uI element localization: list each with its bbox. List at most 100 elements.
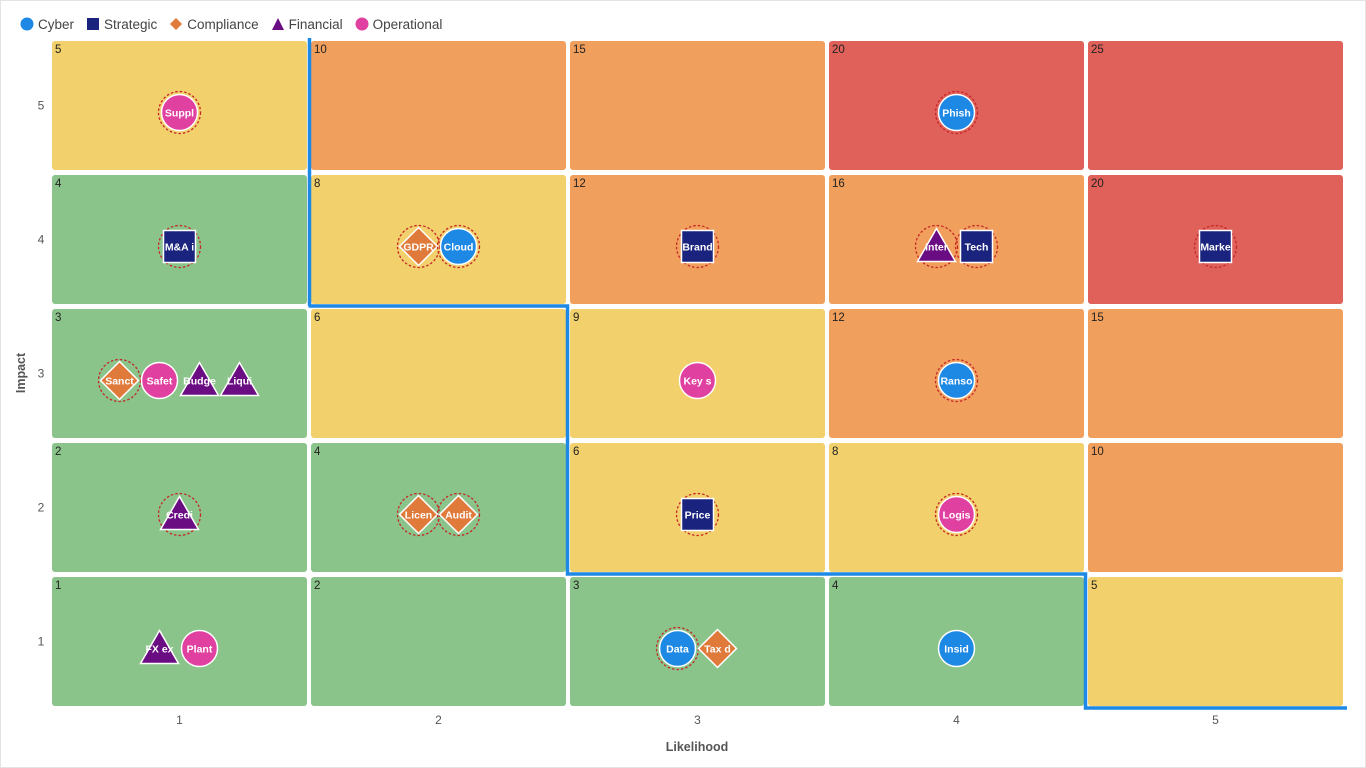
attention-ring <box>157 224 202 269</box>
heatmap-cell <box>1088 41 1343 170</box>
operational-circle-marker <box>140 361 179 400</box>
legend-label: Cyber <box>38 16 75 32</box>
attention-ring <box>954 224 999 269</box>
risk-label: Tax d <box>704 644 731 656</box>
cell-score: 20 <box>832 44 845 56</box>
y-tick-label: 1 <box>38 635 45 649</box>
y-tick-label: 2 <box>38 501 45 515</box>
cell-score: 3 <box>55 312 61 324</box>
risk-label: Data <box>666 644 689 656</box>
risk-marker-sanct[interactable]: Sanct <box>97 358 142 403</box>
risk-marker-fx-ex[interactable]: FX ex <box>139 628 180 665</box>
risk-label: Key s <box>683 376 711 388</box>
risk-marker-suppl[interactable]: Suppl <box>157 90 202 135</box>
operational-circle-marker <box>160 93 199 132</box>
attention-ring <box>157 90 202 135</box>
risk-label: Price <box>685 510 711 522</box>
compliance-diamond-marker <box>99 360 140 401</box>
risk-marker-plant[interactable]: Plant <box>180 629 219 668</box>
financial-triangle-marker <box>159 494 200 531</box>
legend-item-strategic[interactable]: Strategic <box>86 17 157 32</box>
risk-marker-audit[interactable]: Audit <box>436 492 481 537</box>
risk-marker-budge[interactable]: Budge <box>179 360 220 397</box>
x-tick-label: 4 <box>953 713 960 727</box>
risk-marker-credi[interactable]: Credi <box>157 492 202 537</box>
x-tick-label: 2 <box>435 713 442 727</box>
cell-score: 5 <box>1091 580 1097 592</box>
diamond-icon <box>170 18 183 30</box>
legend-label: Financial <box>288 16 343 32</box>
cell-score: 9 <box>573 312 579 324</box>
cell-score: 15 <box>573 44 586 56</box>
heatmap-cell <box>570 577 825 706</box>
risk-appetite-line <box>307 38 1347 710</box>
y-tick-label: 5 <box>38 99 45 113</box>
risk-marker-marke[interactable]: Marke <box>1193 224 1238 269</box>
attention-ring <box>396 224 441 269</box>
risk-label: Audit <box>445 510 472 522</box>
risk-marker-tax-d[interactable]: Tax d <box>697 628 738 669</box>
risk-marker-gdpr[interactable]: GDPR <box>396 224 441 269</box>
operational-circle-marker <box>678 361 717 400</box>
risk-label: Safet <box>147 376 173 388</box>
y-tick-label: 3 <box>38 367 45 381</box>
financial-triangle-marker <box>139 628 180 665</box>
strategic-square-marker <box>680 229 715 264</box>
risk-label: Insid <box>944 644 969 656</box>
x-axis-label: Likelihood <box>666 740 729 754</box>
risk-label: Licen <box>405 510 432 522</box>
attention-ring <box>436 492 481 537</box>
cell-score: 2 <box>55 446 61 458</box>
cell-score: 1 <box>55 580 61 592</box>
legend-item-cyber[interactable]: Cyber <box>20 17 74 32</box>
compliance-diamond-marker <box>697 628 738 669</box>
legend-label: Compliance <box>187 16 259 32</box>
risk-marker-insid[interactable]: Insid <box>937 629 976 668</box>
risk-marker-phish[interactable]: Phish <box>934 90 979 135</box>
risk-marker-tech[interactable]: Tech <box>954 224 999 269</box>
risk-label: Ranso <box>940 376 972 388</box>
risk-marker-ranso[interactable]: Ranso <box>934 358 979 403</box>
risk-marker-logis[interactable]: Logis <box>934 492 979 537</box>
attention-ring <box>934 492 979 537</box>
financial-triangle-marker <box>916 226 957 263</box>
heatmap-cell <box>52 577 307 706</box>
legend-item-financial[interactable]: Financial <box>271 17 343 32</box>
risk-marker-cloud[interactable]: Cloud <box>436 224 481 269</box>
cell-score: 6 <box>314 312 320 324</box>
legend-item-operational[interactable]: Operational <box>355 17 442 32</box>
circle-icon <box>20 17 34 31</box>
operational-circle-marker <box>180 629 219 668</box>
heatmap-cell <box>1088 577 1343 706</box>
cyber-circle-marker <box>937 93 976 132</box>
legend: Cyber Strategic Compliance Financial Operati… <box>20 14 442 34</box>
strategic-square-marker <box>162 229 197 264</box>
circle-icon <box>355 17 369 31</box>
heatmap-cell <box>1088 443 1343 572</box>
strategic-square-marker <box>1198 229 1233 264</box>
cyber-circle-marker <box>937 629 976 668</box>
y-axis-label: Impact <box>14 352 28 393</box>
risk-marker-key-s[interactable]: Key s <box>678 361 717 400</box>
cell-score: 8 <box>314 178 320 190</box>
x-tick-label: 1 <box>176 713 183 727</box>
cell-score: 10 <box>1091 446 1104 458</box>
attention-ring <box>934 90 979 135</box>
risk-marker-inter[interactable]: Inter <box>914 224 959 269</box>
attention-ring <box>934 358 979 403</box>
attention-ring <box>436 224 481 269</box>
attention-ring <box>157 492 202 537</box>
attention-ring <box>675 492 720 537</box>
risk-marker-liqui[interactable]: Liqui <box>219 360 260 397</box>
risk-marker-price[interactable]: Price <box>675 492 720 537</box>
risk-marker-m-a-i[interactable]: M&A i <box>157 224 202 269</box>
risk-marker-safet[interactable]: Safet <box>140 361 179 400</box>
cyber-circle-marker <box>658 629 697 668</box>
cell-score: 4 <box>314 446 321 458</box>
risk-marker-brand[interactable]: Brand <box>675 224 720 269</box>
legend-item-compliance[interactable]: Compliance <box>169 16 259 32</box>
financial-triangle-marker <box>219 360 260 397</box>
triangle-icon <box>271 18 284 30</box>
cell-score: 8 <box>832 446 838 458</box>
risk-label: Budge <box>183 376 216 388</box>
